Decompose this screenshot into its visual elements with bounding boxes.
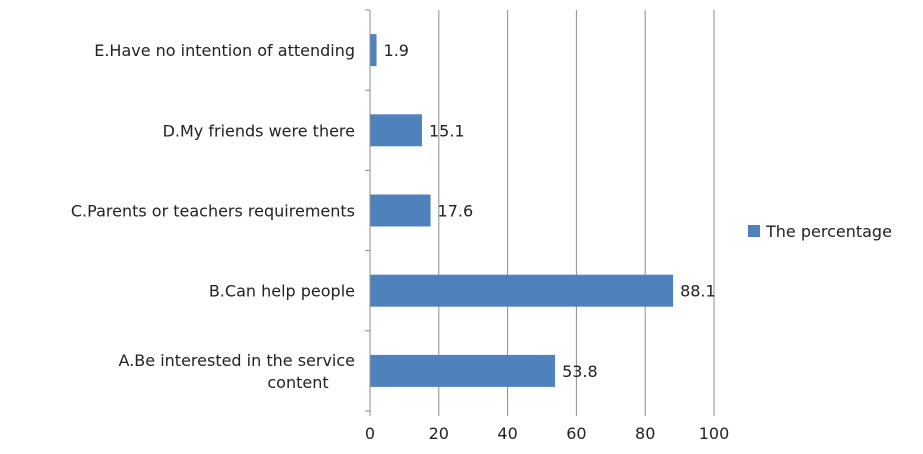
x-tick-label: 40: [497, 424, 517, 443]
category-label: D.My friends were there: [163, 121, 355, 140]
labels: 0 20 40 60 80 100 1.9 E.Have no intention of at…: [71, 41, 729, 443]
data-label: 1.9: [384, 41, 409, 60]
legend-label: The percentage: [765, 222, 892, 241]
data-label: 88.1: [680, 282, 716, 301]
category-label: C.Parents or teachers requirements: [71, 202, 355, 221]
data-label: 17.6: [438, 202, 474, 221]
legend-swatch: [748, 225, 760, 237]
bar-1: [370, 34, 377, 67]
category-label: content: [267, 373, 328, 392]
category-label: E.Have no intention of attending: [94, 41, 355, 60]
axes: [365, 9, 715, 416]
category-label: B.Can help people: [209, 282, 355, 301]
data-label: 53.8: [562, 362, 598, 381]
x-tick-label: 60: [566, 424, 586, 443]
bar-4: [370, 274, 674, 307]
bar-5: [370, 354, 556, 387]
x-tick-label: 100: [699, 424, 730, 443]
bars: [370, 34, 674, 387]
data-label: 15.1: [429, 121, 465, 140]
bar-2: [370, 114, 422, 147]
x-tick-label: 0: [365, 424, 375, 443]
legend: The percentage: [748, 222, 892, 241]
category-label: A.Be interested in the service: [119, 351, 355, 370]
x-tick-label: 80: [635, 424, 655, 443]
gridlines: [438, 10, 715, 411]
bar-3: [370, 194, 431, 227]
x-tick-label: 20: [429, 424, 449, 443]
